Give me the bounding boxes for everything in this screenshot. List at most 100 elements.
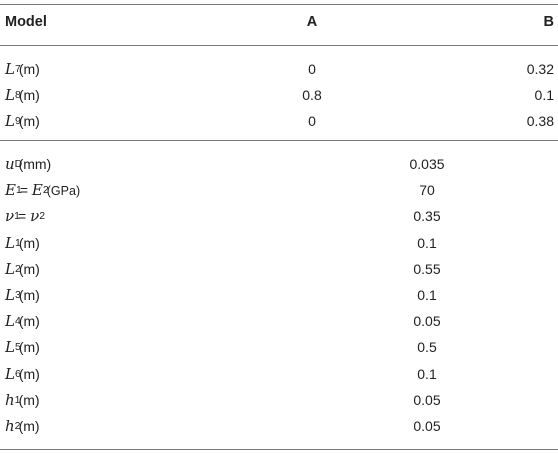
- header-b: B: [543, 14, 554, 30]
- symbol: L: [5, 312, 15, 331]
- symbol: E: [5, 181, 16, 200]
- value-a: 0.8: [302, 87, 322, 103]
- subscript: 2: [14, 262, 21, 275]
- header-rule: [0, 45, 558, 46]
- symbol-2: ν: [30, 207, 40, 226]
- value-b: 0.38: [526, 113, 554, 129]
- subscript: 3: [14, 289, 21, 301]
- value-b: 0.32: [526, 61, 554, 77]
- symbol: L: [5, 286, 15, 304]
- symbol: ν: [5, 207, 15, 226]
- subscript: 9: [14, 115, 21, 127]
- subscript: 8: [14, 89, 21, 101]
- symbol: h: [5, 417, 15, 435]
- subscript: 1: [14, 236, 21, 249]
- symbol: u: [5, 155, 15, 173]
- subscript: 2: [14, 420, 21, 432]
- unit: (GPa): [46, 184, 81, 199]
- subscript-2: 2: [39, 210, 46, 223]
- section-rule: [0, 140, 558, 141]
- symbol: L: [5, 233, 15, 252]
- symbol: L: [5, 364, 15, 383]
- value-common: 0.55: [413, 260, 441, 277]
- unit: (m): [18, 61, 40, 77]
- unit: (m): [18, 339, 40, 356]
- value-common: 0.05: [413, 418, 441, 434]
- subscript: 7: [14, 63, 21, 75]
- subscript-2: 2: [42, 184, 49, 197]
- subscript: D: [14, 158, 23, 170]
- subscript: 1: [14, 393, 21, 406]
- equals-sign: =: [14, 208, 31, 225]
- value-common: 0.1: [417, 234, 437, 251]
- value-common: 0.5: [417, 339, 437, 356]
- value-common: 0.1: [417, 287, 437, 303]
- unit: (m): [18, 234, 40, 251]
- equals-sign: =: [15, 182, 32, 199]
- unit: (m): [18, 287, 40, 303]
- subscript: 1: [15, 184, 22, 197]
- value-common: 0.05: [413, 391, 441, 408]
- value-common: 0.05: [413, 313, 441, 330]
- unit: (m): [18, 87, 40, 103]
- subscript: 1: [14, 210, 20, 223]
- unit: (m): [18, 260, 40, 277]
- unit: (m): [18, 365, 40, 382]
- unit: (m): [18, 418, 40, 434]
- subscript: 4: [14, 315, 21, 328]
- header-a: A: [306, 14, 318, 30]
- header-model: Model: [5, 14, 47, 30]
- value-common: 70: [419, 182, 435, 199]
- unit: (mm): [18, 156, 52, 172]
- table-top-rule: [0, 4, 558, 5]
- value-b: 0.1: [534, 87, 554, 103]
- unit: (m): [18, 313, 40, 330]
- symbol: L: [5, 60, 15, 78]
- symbol: L: [5, 86, 15, 104]
- value-a: 0: [308, 61, 316, 77]
- value-common: 0.035: [409, 156, 445, 172]
- subscript: 6: [14, 367, 21, 380]
- table-bottom-rule: [0, 449, 558, 450]
- table-header-row: Model A B: [0, 10, 558, 34]
- unit: (m): [18, 113, 40, 129]
- subscript: 5: [14, 341, 21, 354]
- symbol: L: [5, 259, 15, 278]
- symbol: L: [5, 112, 15, 130]
- value-common: 0.35: [413, 208, 441, 225]
- unit: (m): [18, 391, 40, 408]
- symbol: h: [5, 390, 15, 409]
- symbol: L: [5, 338, 15, 357]
- value-common: 0.1: [417, 365, 437, 382]
- symbol-2: E: [31, 181, 43, 200]
